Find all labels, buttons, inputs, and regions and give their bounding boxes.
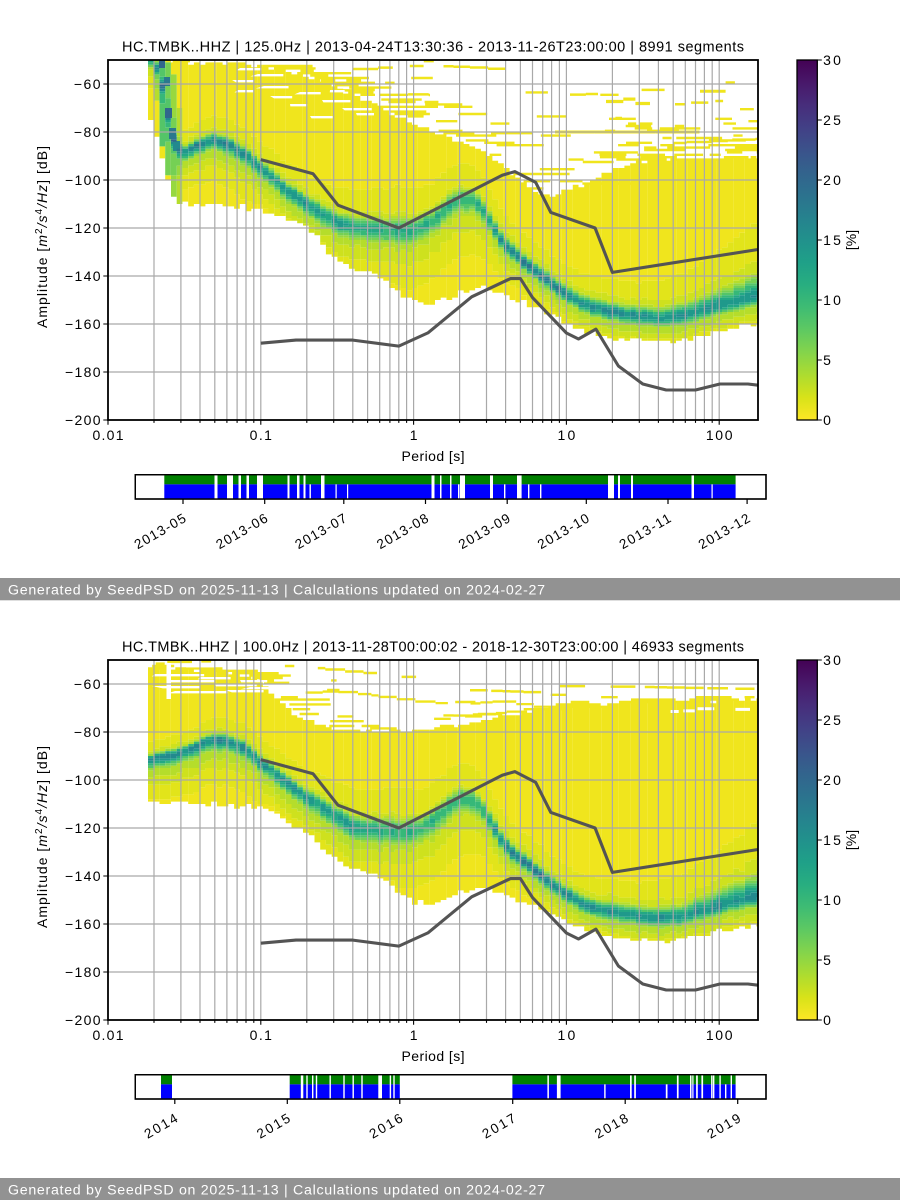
svg-text:0.01: 0.01: [93, 427, 124, 443]
svg-text:0.01: 0.01: [93, 1027, 124, 1043]
svg-text:0: 0: [823, 1012, 831, 1028]
svg-text:100: 100: [706, 1027, 733, 1043]
svg-text:5: 5: [823, 952, 831, 968]
svg-text:−100: −100: [65, 172, 101, 188]
svg-text:−120: −120: [65, 820, 101, 836]
svg-text:−80: −80: [74, 124, 101, 140]
svg-text:100: 100: [706, 427, 733, 443]
svg-text:−100: −100: [65, 772, 101, 788]
svg-text:1: 1: [410, 427, 418, 443]
svg-text:−180: −180: [65, 964, 101, 980]
svg-text:[%]: [%]: [843, 830, 859, 850]
svg-text:Generated by SeedPSD on 2025-1: Generated by SeedPSD on 2025-11-13 | Cal…: [8, 1183, 545, 1199]
svg-text:−200: −200: [65, 412, 101, 428]
svg-text:Period [s]: Period [s]: [402, 448, 465, 464]
svg-text:HC.TMBK..HHZ | 125.0Hz | 2013-: HC.TMBK..HHZ | 125.0Hz | 2013-04-24T13:3…: [122, 40, 744, 56]
svg-text:Amplitude [m2/s4/Hz] [dB]: Amplitude [m2/s4/Hz] [dB]: [34, 746, 50, 928]
svg-text:[%]: [%]: [843, 230, 859, 250]
svg-text:HC.TMBK..HHZ | 100.0Hz | 2013-: HC.TMBK..HHZ | 100.0Hz | 2013-11-28T00:0…: [122, 640, 744, 656]
svg-text:−140: −140: [65, 268, 101, 284]
svg-text:Amplitude [m2/s4/Hz] [dB]: Amplitude [m2/s4/Hz] [dB]: [34, 146, 50, 328]
svg-text:−160: −160: [65, 316, 101, 332]
svg-text:−60: −60: [74, 676, 101, 692]
svg-text:Period [s]: Period [s]: [402, 1048, 465, 1064]
svg-text:−180: −180: [65, 364, 101, 380]
svg-text:−200: −200: [65, 1012, 101, 1028]
svg-text:−160: −160: [65, 916, 101, 932]
svg-text:0.1: 0.1: [250, 1027, 273, 1043]
svg-text:1: 1: [410, 1027, 418, 1043]
svg-text:−80: −80: [74, 724, 101, 740]
svg-text:5: 5: [823, 352, 831, 368]
svg-text:−140: −140: [65, 868, 101, 884]
svg-text:0: 0: [823, 412, 831, 428]
svg-text:0.1: 0.1: [250, 427, 273, 443]
svg-text:Generated by SeedPSD on 2025-1: Generated by SeedPSD on 2025-11-13 | Cal…: [8, 583, 545, 599]
svg-text:−120: −120: [65, 220, 101, 236]
svg-text:−60: −60: [74, 76, 101, 92]
